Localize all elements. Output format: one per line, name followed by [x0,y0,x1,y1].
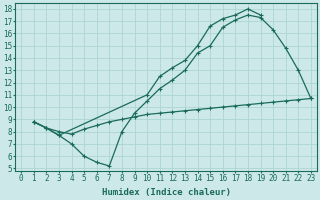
X-axis label: Humidex (Indice chaleur): Humidex (Indice chaleur) [101,188,230,197]
